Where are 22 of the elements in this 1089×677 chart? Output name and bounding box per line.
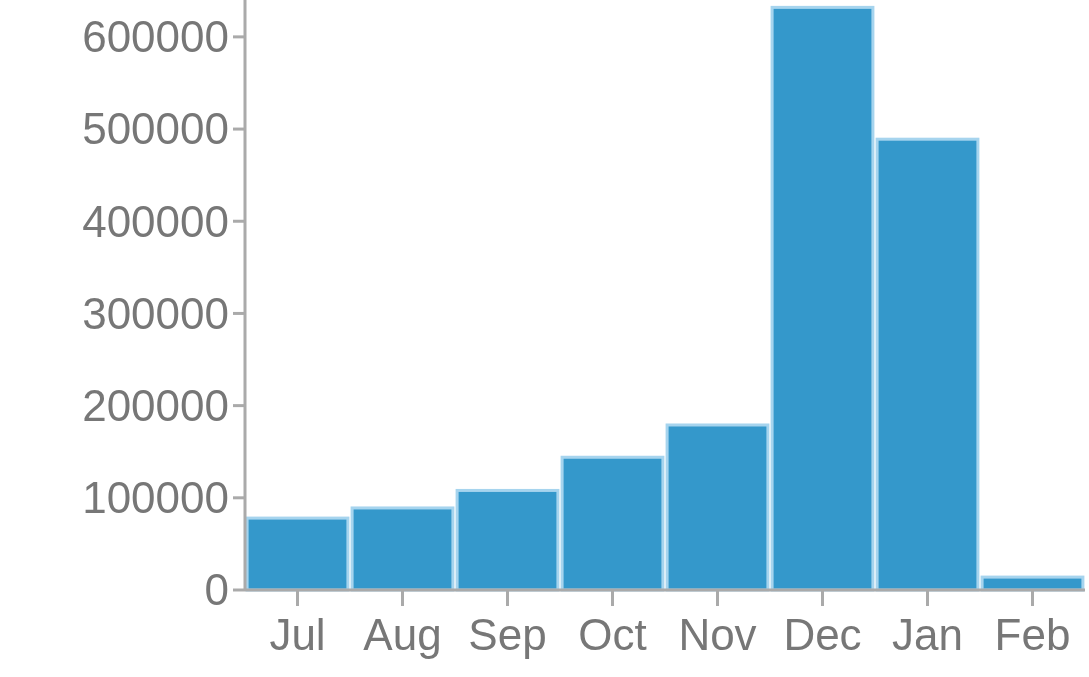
- x-tick-label: Feb: [994, 610, 1071, 659]
- y-tick-label: 600000: [82, 12, 229, 62]
- bar: [665, 423, 770, 592]
- y-tick-label: 300000: [82, 288, 229, 338]
- x-tick-label: Oct: [578, 610, 647, 659]
- y-tick-label: 200000: [82, 381, 229, 431]
- bar: [350, 506, 455, 592]
- y-tick-label: 100000: [82, 473, 229, 523]
- x-tick-label: Jul: [269, 610, 326, 659]
- y-tick-label: 400000: [82, 196, 229, 246]
- bar: [455, 488, 560, 592]
- bar: [770, 5, 875, 592]
- x-tick-label: Jan: [892, 610, 963, 659]
- y-tick-label: 500000: [82, 104, 229, 154]
- bar: [245, 516, 350, 592]
- bar: [875, 137, 980, 592]
- x-tick-label: Nov: [678, 610, 757, 659]
- y-tick-label: 0: [204, 565, 229, 615]
- x-tick-label: Dec: [783, 610, 862, 659]
- x-tick-label: Sep: [468, 610, 547, 659]
- bar: [560, 455, 665, 592]
- x-tick-label: Aug: [363, 610, 442, 659]
